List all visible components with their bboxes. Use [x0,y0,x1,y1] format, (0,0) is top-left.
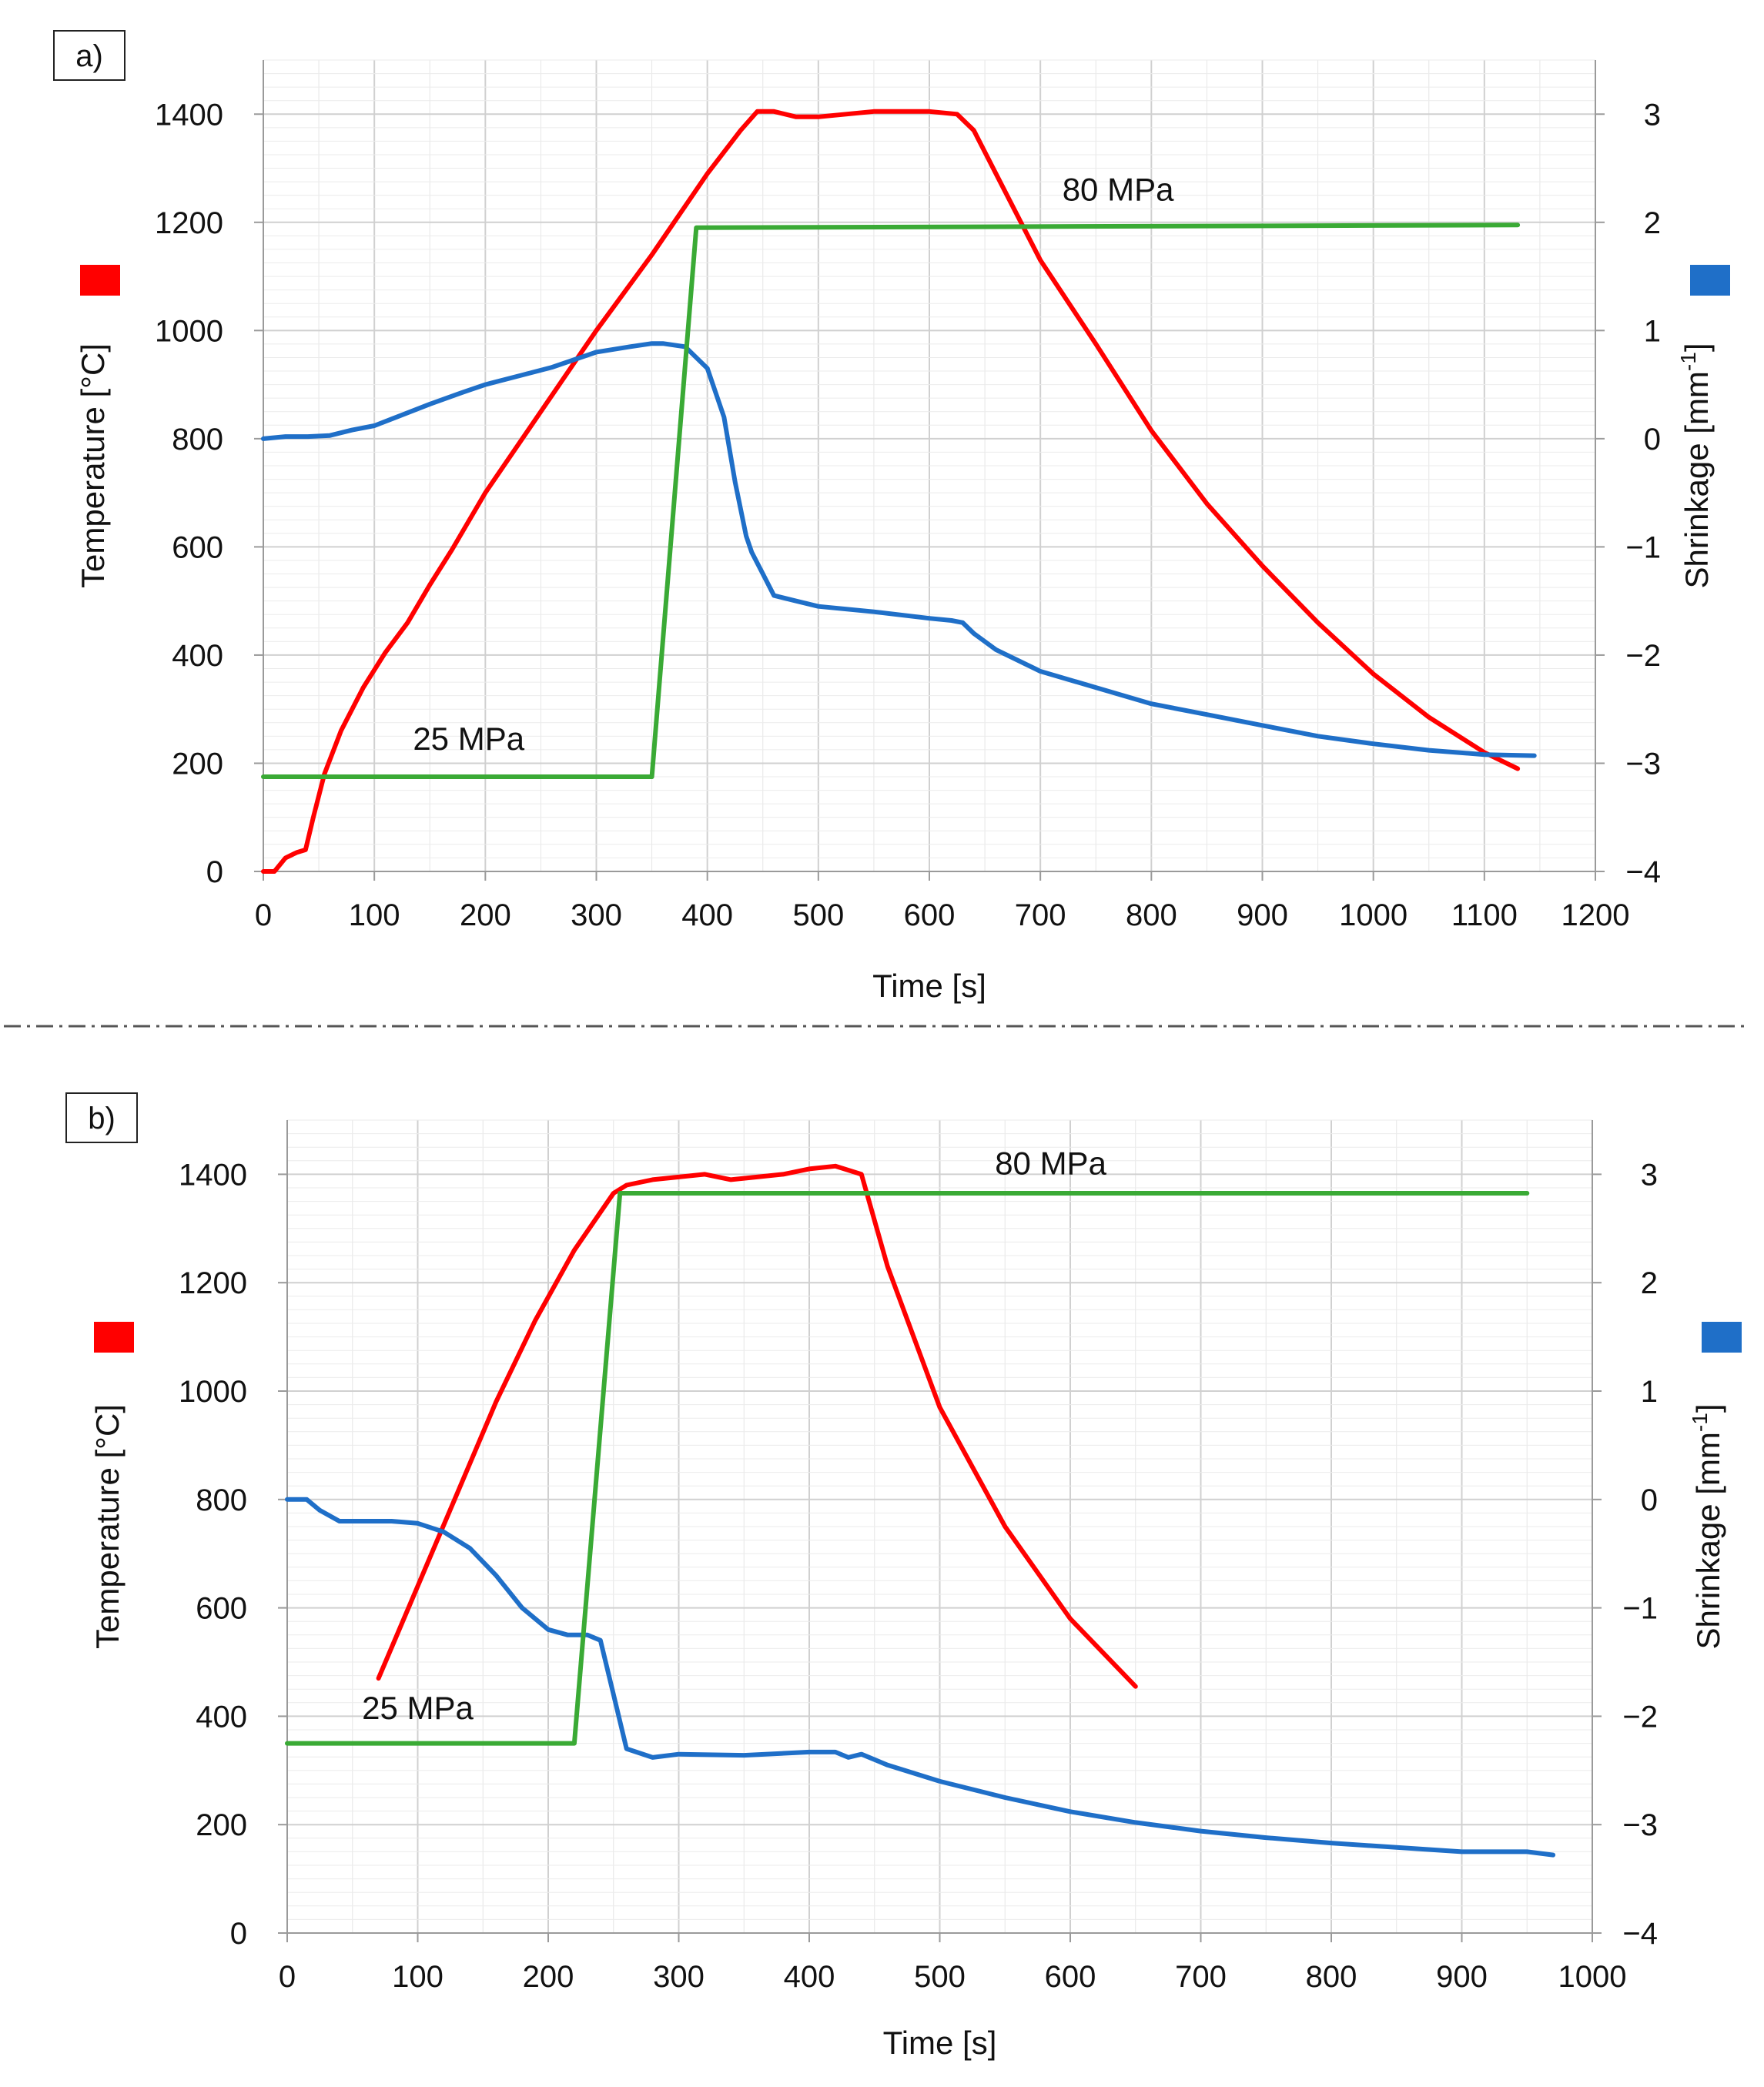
panel-a-y-right-tick-label: −4 [1625,855,1661,889]
panel-a-y-right-tick-label: −2 [1625,639,1661,673]
panel-a-x-tick-label: 400 [681,898,733,932]
panel-b-y-left-tick-label: 0 [230,1917,247,1951]
panel-b-y-right-tick-label: 0 [1641,1483,1658,1517]
panel-b-y-left-tick-label: 400 [196,1700,247,1734]
panel-a-annotation-25-mpa: 25 MPa [413,721,524,757]
panel-b-x-tick-label: 500 [914,1960,966,1994]
panel-a-x-tick-label: 500 [792,898,844,932]
panel-b-temperature-swatch [94,1322,134,1353]
panel-a-label-box [53,30,126,81]
panel-a-shrinkage-line [261,341,1537,758]
panel-b-y-right-tick-label: −1 [1622,1592,1658,1626]
panel-b-y-right-axis-label: Shrinkage [mm-1] [1688,1403,1726,1649]
panel-b-label: b) [88,1102,115,1135]
panel-a-y-left-axis-label: Temperature [°C] [75,343,111,588]
panel-b-y-left-tick-label: 600 [196,1592,247,1626]
panel-a-y-right-tick-label: −3 [1625,747,1661,781]
panel-b-annotation-25-mpa: 25 MPa [362,1690,474,1726]
panel-a-annotation-80-mpa: 80 MPa [1063,172,1174,208]
panel-a-y-right-label-close: ] [1679,343,1715,352]
panel-b-y-right-label-close: ] [1690,1403,1726,1413]
panel-b-label-box [65,1092,138,1143]
panel-a-y-right-tick-label: 3 [1644,98,1661,132]
panel-a-y-right-tick-label: 0 [1644,423,1661,457]
panel-a-x-tick-label: 600 [904,898,956,932]
panel-b-y-right-tick-label: 2 [1641,1266,1658,1300]
panel-a-y-right-tick-label: 1 [1644,314,1661,348]
panel-a-y-left-tick-label: 1400 [155,98,223,132]
panel-a-y-right-tick-label: 2 [1644,206,1661,240]
panel-b-shrinkage-swatch [1702,1322,1742,1353]
panel-b-x-tick-label: 600 [1045,1960,1096,1994]
chart-panel-b: 0 100 200 300 400 500 600 700 800 900 1000 0 200 400 6… [65,1092,1742,2061]
panel-b-x-tick-label: 700 [1175,1960,1227,1994]
panel-a-y-left-tick-label: 1200 [155,206,223,240]
panel-b-temperature-line [376,1163,1138,1689]
panel-a-y-left-tick-label: 400 [172,639,223,673]
panel-a-y-left-tick-label: 1000 [155,314,223,348]
panel-b-y-right-tick-label: 3 [1641,1158,1658,1192]
panel-b-y-right-tick-label: −4 [1622,1917,1658,1951]
panel-b-annotation-80-mpa: 80 MPa [995,1145,1106,1181]
panel-a-x-tick-label: 200 [460,898,511,932]
panel-b-y-right-tick-label: 1 [1641,1375,1658,1409]
panel-a-y-left-tick-label: 0 [206,855,223,889]
panel-b-y-right-tick-label: −2 [1622,1700,1658,1734]
panel-a-y-right-label-main: Shrinkage [mm [1679,371,1715,588]
panel-b-x-axis-label: Time [s] [883,2025,997,2061]
panel-a-x-tick-label: 700 [1015,898,1066,932]
panel-a-label: a) [75,39,103,73]
panel-a-temperature-swatch [80,265,120,296]
panel-b-pressure-line [285,1191,1530,1746]
panel-b-x-tick-label: 0 [279,1960,296,1994]
panel-b-y-left-axis-label: Temperature [°C] [89,1404,126,1649]
panel-a-x-tick-label: 100 [349,898,400,932]
panel-b-y-left-tick-label: 1000 [179,1375,247,1409]
panel-b-x-tick-label: 100 [392,1960,444,1994]
panel-a-x-tick-label: 900 [1237,898,1288,932]
panel-b-y-left-tick-label: 800 [196,1483,247,1517]
panel-b-y-right-label-main: Shrinkage [mm [1690,1432,1726,1649]
panel-a-x-tick-label: 300 [571,898,622,932]
panel-a-y-right-tick-label: −1 [1625,530,1661,564]
panel-b-y-right-label-superscript: -1 [1688,1413,1712,1432]
panel-b-y-left-tick-label: 1200 [179,1266,247,1300]
panel-a-y-right-axis-label: Shrinkage [mm-1] [1676,343,1715,588]
panel-b-x-tick-label: 800 [1306,1960,1357,1994]
panel-a-y-left-tick-label: 600 [172,530,223,564]
panel-a-temperature-line [261,109,1521,874]
panel-a-x-tick-label: 1100 [1451,898,1518,932]
panel-a-y-left-tick-label: 200 [172,747,223,781]
chart-panel-a: 0 100 200 300 400 500 600 700 800 900 1000 1100 1200… [53,30,1730,1004]
panel-b-x-tick-label: 300 [653,1960,705,1994]
panel-a-y-left-tick-label: 800 [172,423,223,457]
panel-a-x-tick-label: 800 [1126,898,1177,932]
panel-b-shrinkage-line [285,1497,1556,1858]
panel-b-x-tick-label: 400 [784,1960,835,1994]
panel-a-x-tick-label: 0 [255,898,272,932]
panel-b-y-right-tick-label: −3 [1622,1808,1658,1842]
panel-b-x-tick-label: 1000 [1558,1960,1627,1994]
panel-a-x-tick-label: 1200 [1561,898,1630,932]
panel-b-y-left-tick-label: 200 [196,1808,247,1842]
panel-b-x-tick-label: 900 [1436,1960,1488,1994]
panel-a-x-tick-label: 1000 [1339,898,1408,932]
panel-a-y-right-label-superscript: -1 [1676,352,1700,371]
panel-a-shrinkage-swatch [1690,265,1730,296]
panel-b-y-left-tick-label: 1400 [179,1158,247,1192]
panel-a-pressure-line [261,222,1521,779]
panel-a-x-axis-label: Time [s] [872,968,986,1004]
panel-b-x-tick-label: 200 [523,1960,574,1994]
